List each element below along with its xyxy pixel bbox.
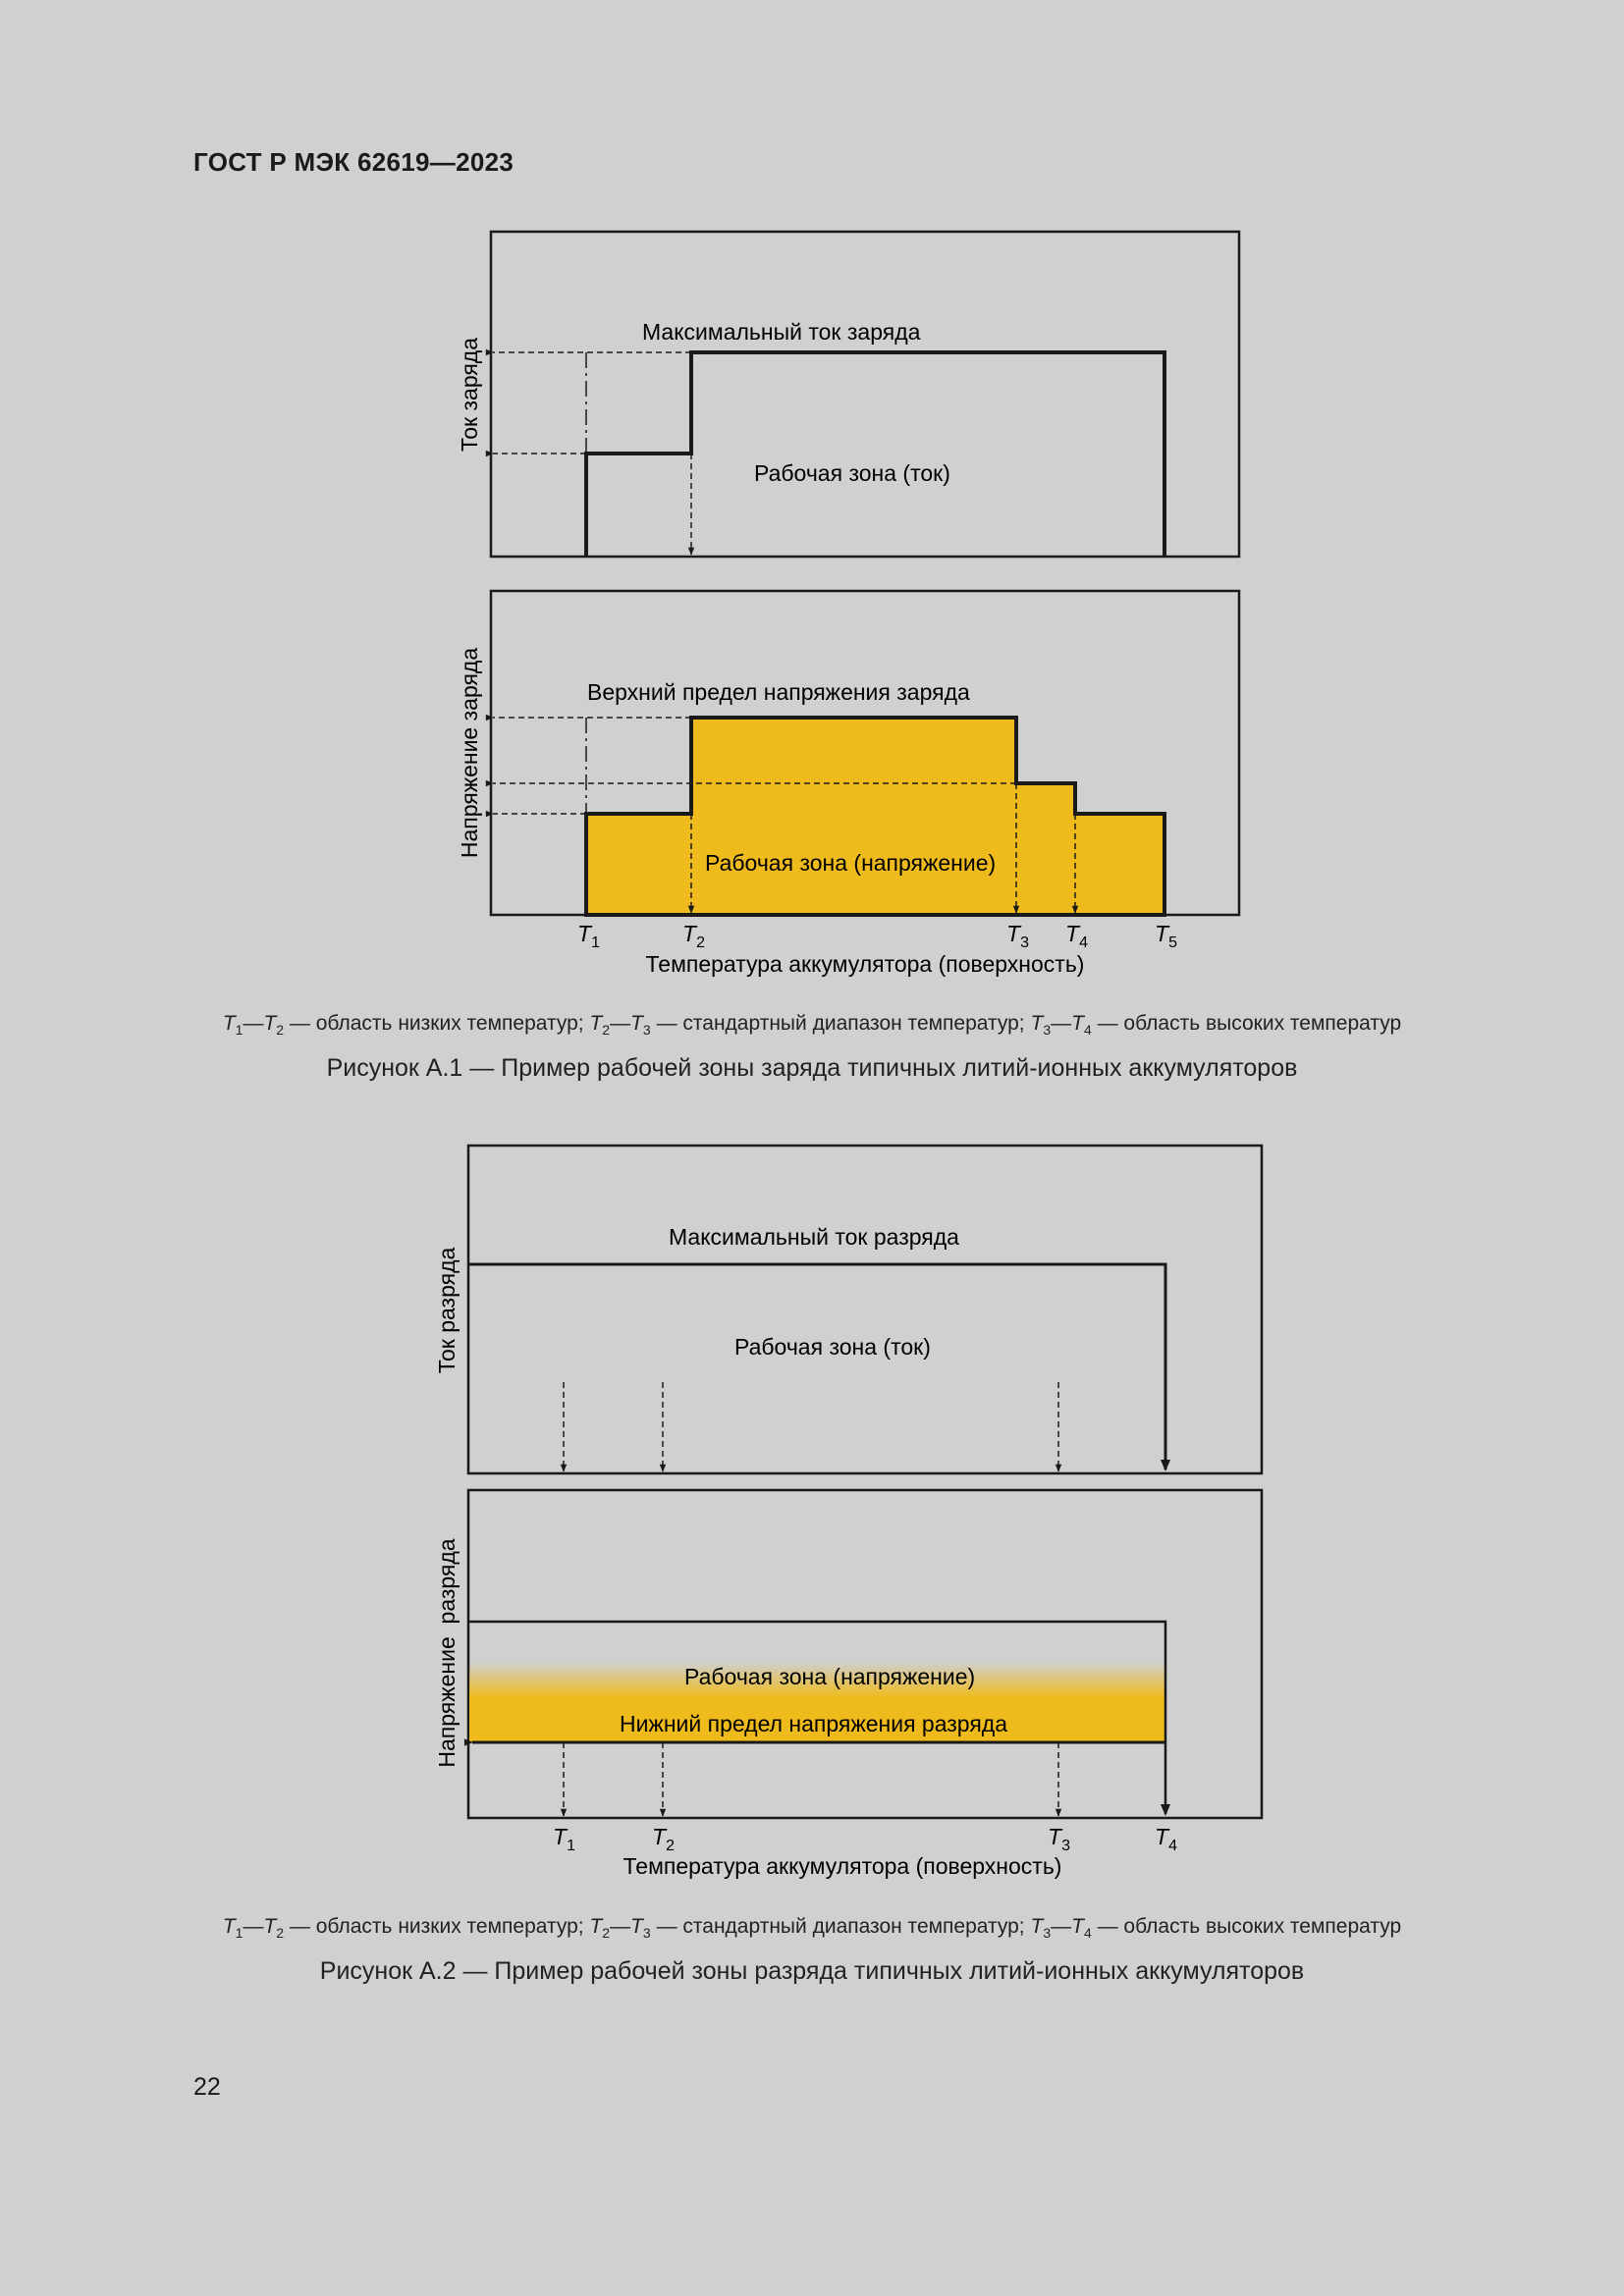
t4-tick-label: T4 <box>1065 921 1088 951</box>
discharge-current-ylabel: Ток разряда <box>434 1248 460 1374</box>
t4-tick-label: T4 <box>1155 1824 1177 1854</box>
charge-current-zone-label: Рабочая зона (ток) <box>754 460 950 486</box>
discharge-temperature-ticks: T1 T2 T3 T4 <box>553 1824 1177 1854</box>
charge-current-panel: Ток заряда Максимальный ток заряда Рабоч… <box>457 230 1241 559</box>
discharge-voltage-panel: Напряжение разряда Рабочая зона (напряже… <box>434 1488 1264 1820</box>
figure-a2-caption: Рисунок А.2 — Пример рабочей зоны разряд… <box>319 1957 1305 1985</box>
max-charge-current-label: Максимальный ток заряда <box>642 319 921 345</box>
charge-voltage-zone <box>584 716 1166 917</box>
figure-a2: Ток разряда Максимальный ток разряда Раб… <box>434 1144 1264 1879</box>
discharge-temperature-xlabel: Температура аккумулятора (поверхность) <box>623 1853 1062 1879</box>
t1-tick-label: T1 <box>577 921 600 951</box>
t1-tick-label: T1 <box>553 1824 575 1854</box>
max-discharge-current-label: Максимальный ток разряда <box>669 1224 959 1250</box>
discharge-voltage-zone-label: Рабочая зона (напряжение) <box>684 1664 975 1689</box>
page-number: 22 <box>193 2073 221 2101</box>
figure-a1-caption: Рисунок А.1 — Пример рабочей зоны заряда… <box>326 1054 1298 1082</box>
charge-voltage-panel: Напряжение заряда Верхний предел напряже… <box>457 589 1241 917</box>
charge-voltage-zone-label: Рабочая зона (напряжение) <box>705 850 996 876</box>
t5-tick-label: T5 <box>1155 921 1177 951</box>
t3-tick-label: T3 <box>1006 921 1029 951</box>
charge-current-ylabel: Ток заряда <box>457 338 482 452</box>
discharge-voltage-ylabel: Напряжение разряда <box>434 1538 460 1767</box>
document-header: ГОСТ Р МЭК 62619—2023 <box>193 147 514 177</box>
lower-discharge-voltage-label: Нижний предел напряжения разряда <box>620 1711 1007 1736</box>
charge-temperature-xlabel: Температура аккумулятора (поверхность) <box>646 951 1085 977</box>
charge-voltage-ylabel: Напряжение заряда <box>457 648 482 858</box>
figure-a1-legend: T1—T2 — область низких температур; T2—T3… <box>222 1012 1402 1039</box>
charge-current-profile <box>584 350 1166 557</box>
upper-charge-voltage-label: Верхний предел напряжения заряда <box>587 679 970 705</box>
discharge-voltage-profile <box>468 1620 1167 1814</box>
t3-tick-label: T3 <box>1048 1824 1070 1854</box>
discharge-voltage-zone <box>469 1662 1165 1742</box>
figure-a2-legend: T1—T2 — область низких температур; T2—T3… <box>222 1915 1402 1942</box>
discharge-current-zone-label: Рабочая зона (ток) <box>734 1334 931 1360</box>
t2-tick-label: T2 <box>652 1824 675 1854</box>
discharge-current-panel: Ток разряда Максимальный ток разряда Раб… <box>434 1144 1264 1475</box>
t2-tick-label: T2 <box>682 921 705 951</box>
discharge-current-profile <box>468 1262 1167 1469</box>
figure-a1: Ток заряда Максимальный ток заряда Рабоч… <box>457 230 1241 977</box>
charge-temperature-ticks: T1 T2 T3 T4 T5 <box>577 921 1177 951</box>
